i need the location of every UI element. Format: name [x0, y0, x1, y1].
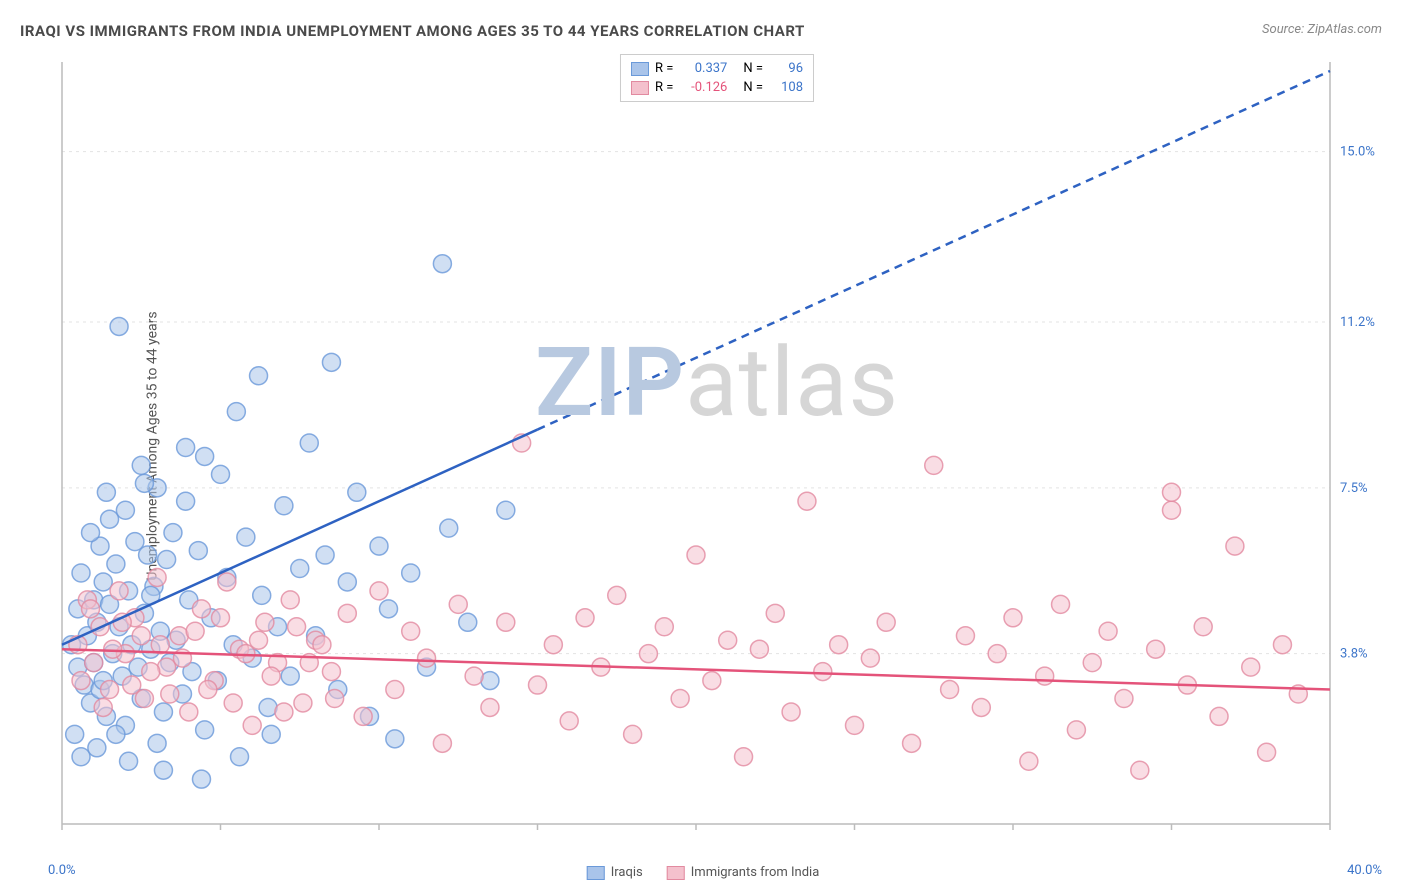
- swatch-iraqis: [631, 62, 649, 76]
- r-value-iraqis: 0.337: [679, 61, 727, 76]
- legend-item-india: Immigrants from India: [667, 865, 820, 880]
- svg-text:7.5%: 7.5%: [1340, 481, 1368, 496]
- correlation-legend: R = 0.337 N = 96 R = -0.126 N = 108: [620, 54, 814, 102]
- series-legend: Iraqis Immigrants from India: [587, 865, 820, 880]
- legend-swatch-iraqis: [587, 866, 605, 880]
- x-axis-min-label: 0.0%: [48, 863, 76, 878]
- legend-label-iraqis: Iraqis: [611, 865, 643, 880]
- plot-area: Unemployment Among Ages 35 to 44 years 3…: [48, 50, 1386, 842]
- legend-label-india: Immigrants from India: [691, 865, 820, 880]
- n-value-iraqis: 96: [769, 61, 803, 76]
- legend-item-iraqis: Iraqis: [587, 865, 643, 880]
- r-label: R =: [655, 80, 673, 95]
- svg-text:11.2%: 11.2%: [1340, 315, 1375, 330]
- n-label: N =: [743, 61, 763, 76]
- n-value-india: 108: [769, 80, 803, 95]
- chart-title: IRAQI VS IMMIGRANTS FROM INDIA UNEMPLOYM…: [20, 22, 805, 40]
- r-label: R =: [655, 61, 673, 76]
- source-attribution: Source: ZipAtlas.com: [1262, 22, 1382, 37]
- svg-text:3.8%: 3.8%: [1340, 647, 1368, 662]
- x-axis-max-label: 40.0%: [1347, 863, 1382, 878]
- scatter-plot-svg: 3.8% 7.5% 11.2% 15.0%: [48, 50, 1386, 842]
- correlation-row-iraqis: R = 0.337 N = 96: [631, 59, 803, 78]
- n-label: N =: [743, 80, 763, 95]
- correlation-row-india: R = -0.126 N = 108: [631, 78, 803, 97]
- legend-swatch-india: [667, 866, 685, 880]
- r-value-india: -0.126: [679, 80, 727, 95]
- svg-text:15.0%: 15.0%: [1340, 145, 1375, 160]
- swatch-india: [631, 81, 649, 95]
